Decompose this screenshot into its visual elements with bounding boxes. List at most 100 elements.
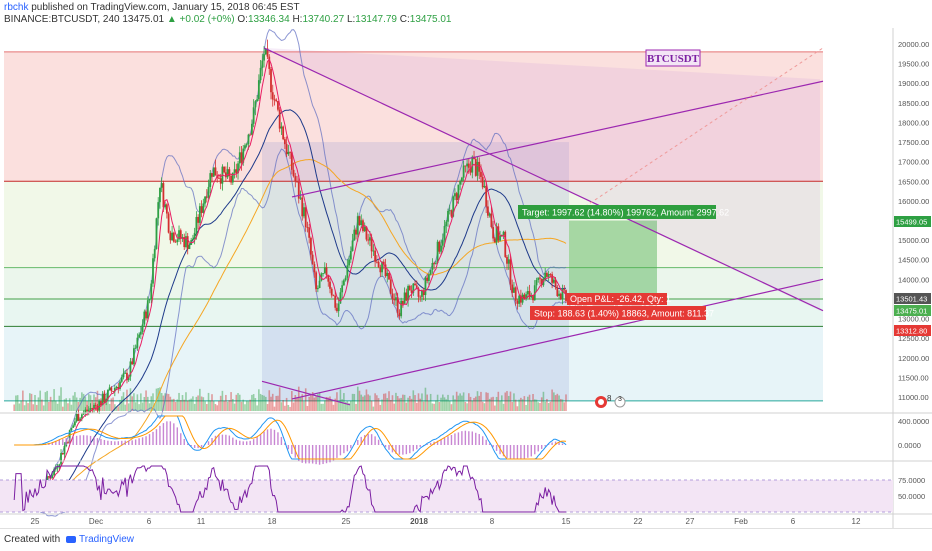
macd-hist-bar xyxy=(506,445,507,458)
price-tick-label: 16000.00 xyxy=(898,197,929,206)
candle-body xyxy=(133,348,135,364)
macd-hist-bar xyxy=(138,438,139,445)
volume-bar xyxy=(461,396,463,411)
macd-hist-bar xyxy=(430,443,431,445)
tradingview-link[interactable]: TradingView xyxy=(66,529,134,551)
volume-bar xyxy=(373,407,375,411)
candle-body xyxy=(256,99,258,101)
volume-bar xyxy=(407,398,409,411)
volume-bar xyxy=(485,392,487,411)
volume-bar xyxy=(465,402,467,411)
macd-hist-bar xyxy=(350,445,351,448)
candle-body xyxy=(116,387,118,388)
volume-bar xyxy=(319,392,321,411)
volume-bar xyxy=(58,396,60,411)
macd-hist-bar xyxy=(267,429,268,445)
volume-bar xyxy=(206,404,208,411)
volume-bar xyxy=(180,400,182,411)
volume-bar xyxy=(546,399,548,411)
macd-hist-bar xyxy=(93,437,94,445)
volume-bar xyxy=(157,388,159,411)
candle-body xyxy=(431,263,433,270)
volume-bar xyxy=(189,400,191,411)
candle-body xyxy=(209,173,211,187)
rsi-band xyxy=(0,480,893,512)
candle-body xyxy=(157,202,159,218)
candle-body xyxy=(166,204,168,213)
macd-hist-bar xyxy=(347,445,348,451)
volume-bar xyxy=(428,401,430,411)
candle-body xyxy=(464,166,466,167)
price-tick-label: 18000.00 xyxy=(898,118,929,127)
volume-bar xyxy=(563,402,565,411)
candle-body xyxy=(197,217,199,223)
indicator-tick-label: 50.0000 xyxy=(898,492,925,501)
candle-body xyxy=(513,288,515,293)
volume-bar xyxy=(145,390,147,411)
price-tick-label: 12000.00 xyxy=(898,354,929,363)
volume-bar xyxy=(281,402,283,411)
volume-bar xyxy=(185,392,187,411)
candle-body xyxy=(218,178,220,179)
macd-hist-bar xyxy=(90,436,91,445)
volume-bar xyxy=(57,404,59,411)
candle-body xyxy=(393,299,395,300)
volume-bar xyxy=(444,397,446,411)
macd-hist-bar xyxy=(277,432,278,445)
volume-bar xyxy=(26,401,28,411)
volume-bar xyxy=(262,395,264,411)
volume-bar xyxy=(60,387,62,411)
volume-bar xyxy=(256,405,258,411)
macd-hist-bar xyxy=(76,436,77,445)
volume-bar xyxy=(449,400,451,411)
target-zone[interactable] xyxy=(569,221,657,300)
volume-bar xyxy=(260,394,262,411)
macd-hist-bar xyxy=(180,433,181,445)
candle-body xyxy=(484,186,486,187)
candle-body xyxy=(274,99,276,100)
candle-body xyxy=(445,222,447,226)
price-tick-label: 18500.00 xyxy=(898,99,929,108)
candle-body xyxy=(364,227,366,231)
candle-body xyxy=(312,255,314,264)
candle-body xyxy=(352,241,354,251)
candle-body xyxy=(72,425,74,427)
macd-hist-bar xyxy=(444,438,445,445)
event-count-2: 3 xyxy=(618,396,622,403)
candle-body xyxy=(51,475,53,478)
volume-bar xyxy=(310,395,312,411)
candle-body xyxy=(319,281,321,288)
volume-bar xyxy=(20,400,22,411)
candle-body xyxy=(282,127,284,140)
volume-bar xyxy=(404,395,406,411)
volume-bar xyxy=(161,393,163,411)
volume-bar xyxy=(31,394,33,411)
candle-body xyxy=(227,169,229,177)
chart-canvas[interactable]: BTCUSDT Target: 1997.62 (14.80%) 199762,… xyxy=(0,0,932,528)
candle-body xyxy=(199,206,201,223)
candle-body xyxy=(329,282,331,289)
fib-zones xyxy=(4,48,823,401)
macd-hist-bar xyxy=(302,445,303,463)
macd-hist-bar xyxy=(479,434,480,445)
candle-body xyxy=(438,242,440,252)
volume-bar xyxy=(50,397,52,411)
macd-hist-bar xyxy=(135,439,136,445)
volume-bar xyxy=(451,404,453,411)
volume-bar xyxy=(242,400,244,411)
volume-bar xyxy=(504,392,506,411)
candle-body xyxy=(173,233,175,242)
candle-body xyxy=(91,408,93,409)
volume-bar xyxy=(298,387,300,411)
macd-hist-bar xyxy=(367,434,368,445)
candle-body xyxy=(504,232,506,257)
price-tick-label: 15000.00 xyxy=(898,236,929,245)
macd-hist-bar xyxy=(472,431,473,445)
volume-bar xyxy=(137,394,139,411)
candle-body xyxy=(322,273,324,274)
volume-bar xyxy=(397,396,399,411)
macd-hist-bar xyxy=(340,445,341,455)
price-badge-text: 15499.05 xyxy=(896,218,927,227)
volume-bar xyxy=(173,399,175,411)
